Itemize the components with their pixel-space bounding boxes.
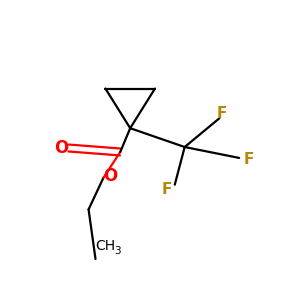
Text: 3: 3 — [114, 246, 121, 256]
Text: F: F — [216, 106, 226, 121]
Text: CH: CH — [95, 239, 116, 253]
Text: F: F — [244, 152, 254, 167]
Text: O: O — [103, 167, 118, 185]
Text: F: F — [162, 182, 172, 197]
Text: O: O — [54, 139, 68, 157]
